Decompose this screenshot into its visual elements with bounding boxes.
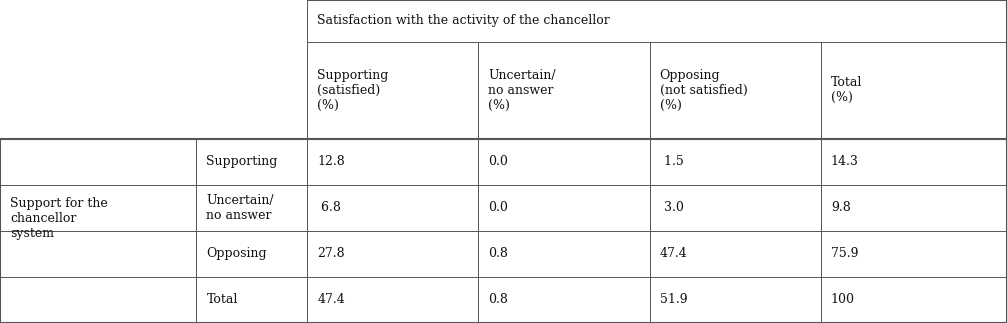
Text: 0.0: 0.0 [488,202,509,214]
Text: Supporting: Supporting [206,155,278,168]
Text: 75.9: 75.9 [831,247,858,260]
Text: 14.3: 14.3 [831,155,859,168]
Text: 100: 100 [831,294,855,307]
Text: 0.0: 0.0 [488,155,509,168]
Text: Support for the
chancellor
system: Support for the chancellor system [10,196,108,240]
Text: Uncertain/
no answer
(%): Uncertain/ no answer (%) [488,69,556,112]
Text: 3.0: 3.0 [660,202,684,214]
Text: Opposing
(not satisfied)
(%): Opposing (not satisfied) (%) [660,69,747,112]
Text: 9.8: 9.8 [831,202,851,214]
Text: Total: Total [206,294,238,307]
Text: 27.8: 27.8 [317,247,344,260]
Text: 0.8: 0.8 [488,294,509,307]
Text: Total
(%): Total (%) [831,77,862,104]
Text: 12.8: 12.8 [317,155,345,168]
Text: 51.9: 51.9 [660,294,687,307]
Text: 6.8: 6.8 [317,202,341,214]
Text: 0.8: 0.8 [488,247,509,260]
Text: 1.5: 1.5 [660,155,684,168]
Text: 47.4: 47.4 [660,247,688,260]
Text: Supporting
(satisfied)
(%): Supporting (satisfied) (%) [317,69,389,112]
Text: 47.4: 47.4 [317,294,345,307]
Text: Uncertain/
no answer: Uncertain/ no answer [206,194,274,222]
Text: Satisfaction with the activity of the chancellor: Satisfaction with the activity of the ch… [317,15,610,27]
Text: Opposing: Opposing [206,247,267,260]
